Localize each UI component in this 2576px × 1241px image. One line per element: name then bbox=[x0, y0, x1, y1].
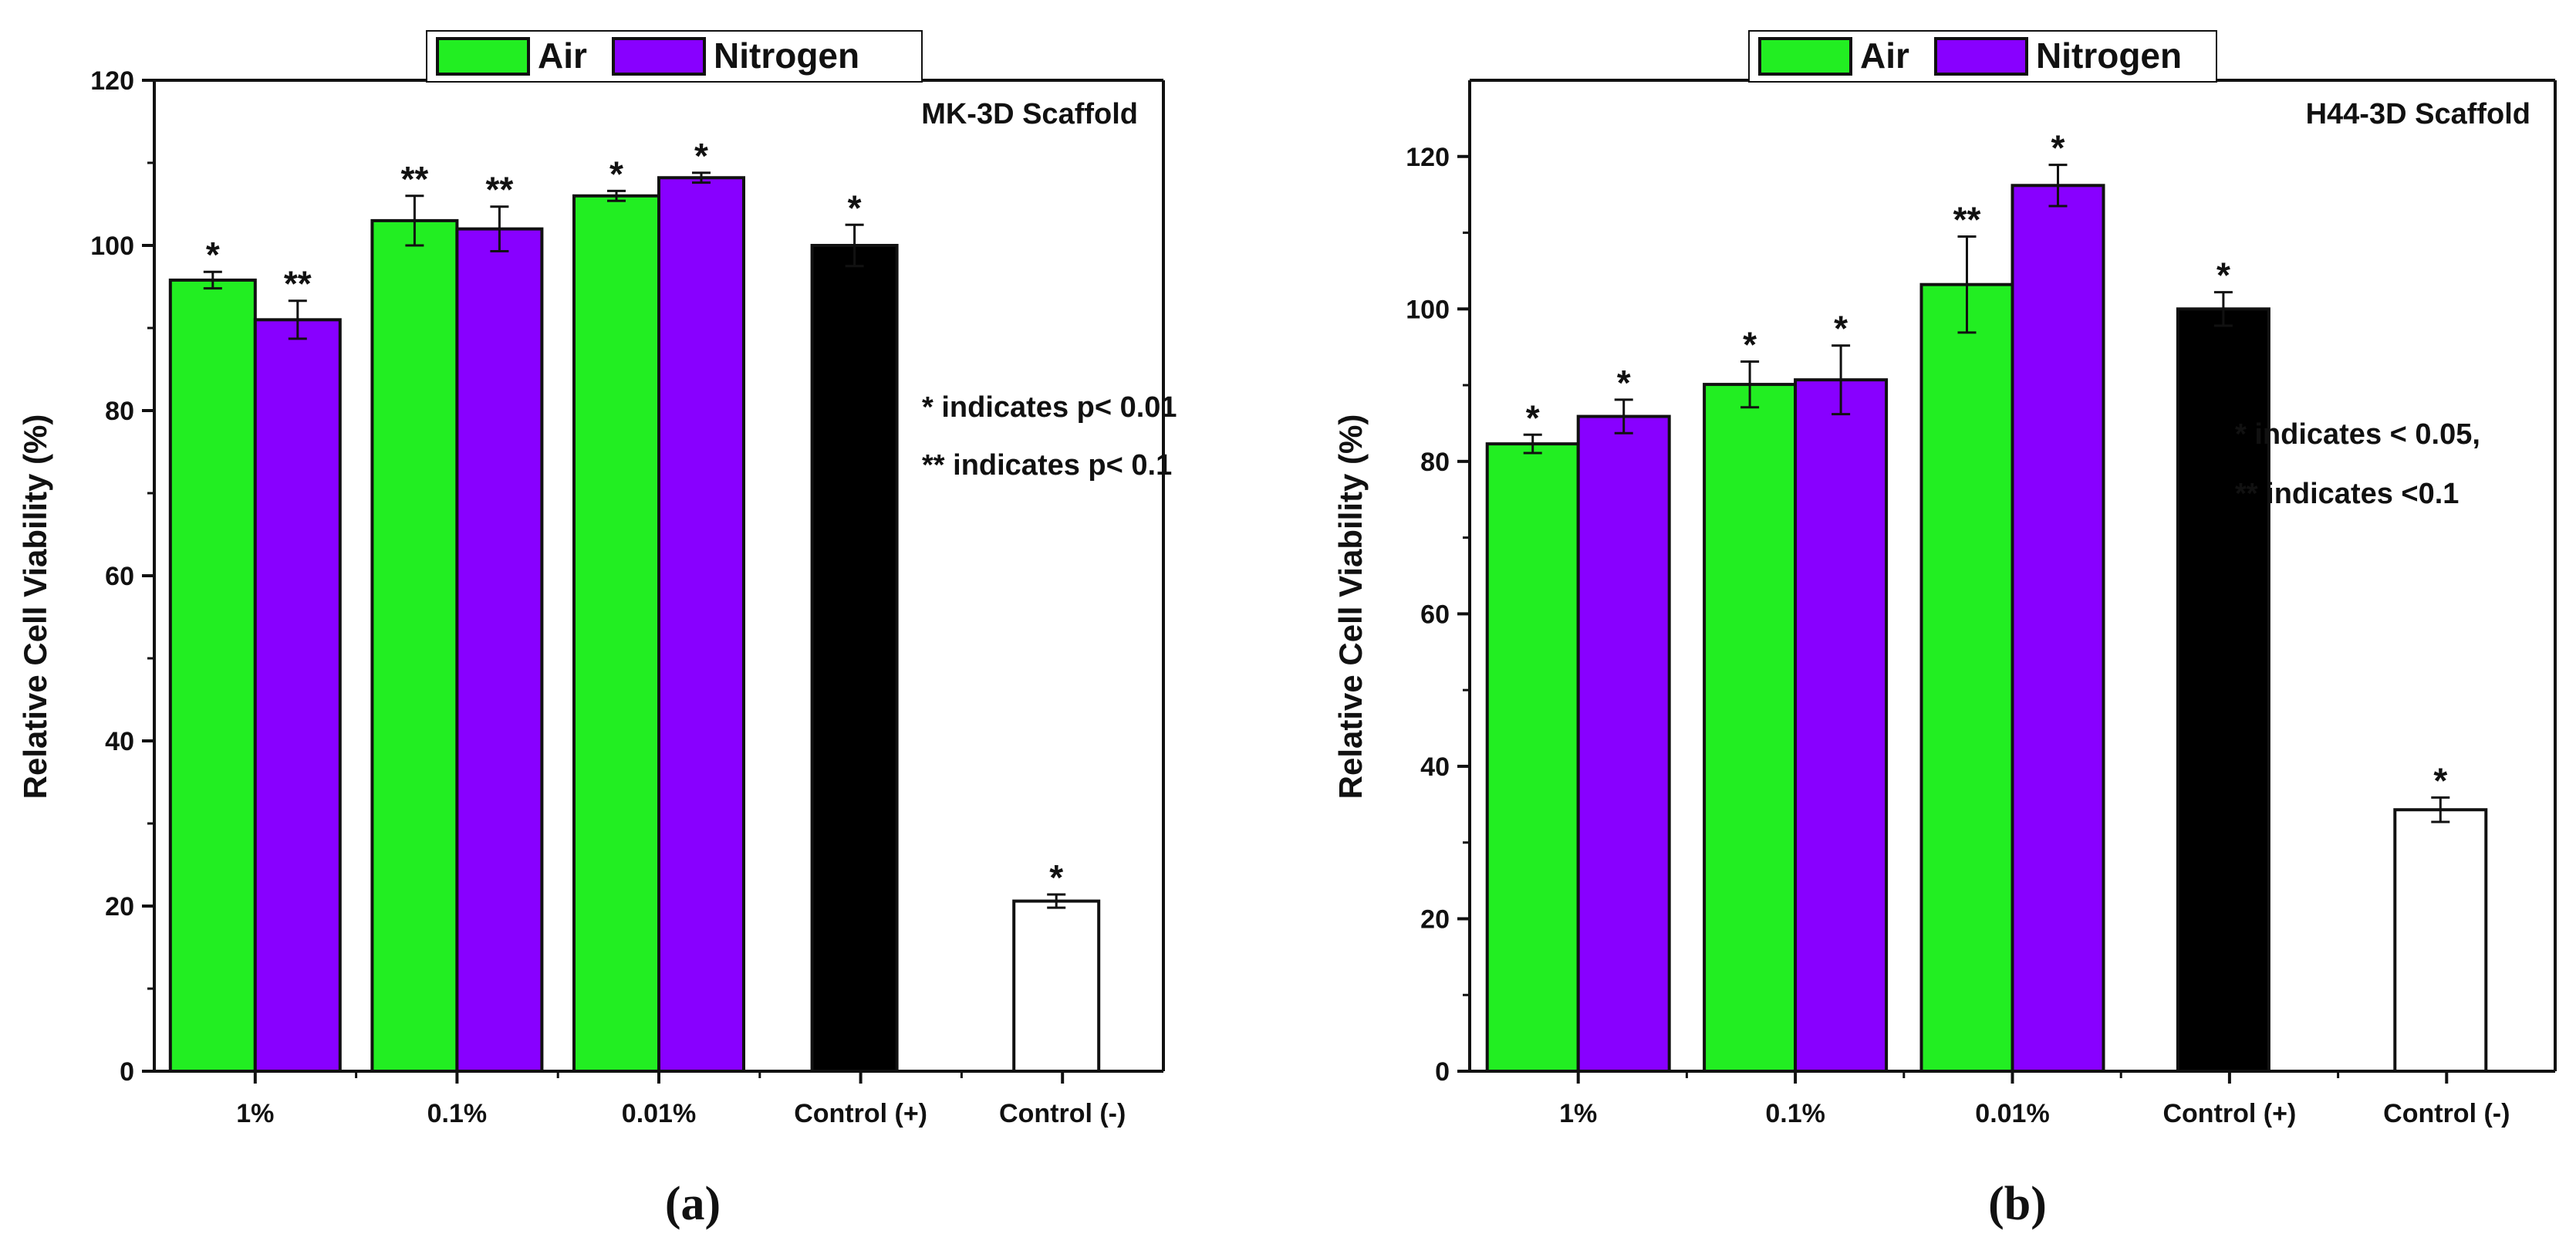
chart-panel-a: 0 20 40 60 80 100 120 Relative Cell Viability (… bbox=[17, 30, 1177, 1230]
significance-marker: * bbox=[609, 154, 623, 194]
significance-marker: ** bbox=[400, 159, 428, 199]
chart-panel-b: 0 20 40 60 80 100 120 Relative Cell Viability (… bbox=[1332, 30, 2557, 1230]
panel-label: (a) bbox=[665, 1178, 721, 1230]
significance-marker: ** bbox=[1953, 199, 1981, 239]
scaffold-label: MK-3D Scaffold bbox=[921, 98, 1138, 130]
y-tick-label: 80 bbox=[1420, 448, 1450, 477]
significance-marker: * bbox=[1049, 857, 1063, 898]
y-axis-label: Relative Cell Viability (%) bbox=[17, 414, 53, 800]
significance-marker: * bbox=[1834, 309, 1848, 349]
significance-note: * indicates p< 0.01 bbox=[922, 391, 1177, 424]
significance-marker: * bbox=[694, 136, 708, 176]
significance-marker: * bbox=[206, 235, 220, 275]
y-tick-label: 80 bbox=[105, 397, 134, 426]
significance-note: ** indicates p< 0.1 bbox=[922, 449, 1172, 482]
bar-control- bbox=[2393, 808, 2488, 1074]
bar-nitrogen bbox=[2010, 184, 2105, 1074]
legend-swatch-air bbox=[436, 37, 530, 76]
legend-swatch-nitrogen bbox=[612, 37, 706, 76]
legend-swatch-air bbox=[1758, 37, 1852, 76]
bar-nitrogen bbox=[455, 227, 544, 1074]
significance-marker: ** bbox=[284, 264, 312, 304]
x-tick-label: 0.1% bbox=[427, 1099, 488, 1128]
y-tick-label: 0 bbox=[1435, 1057, 1450, 1087]
significance-marker: * bbox=[2051, 128, 2065, 168]
x-tick-label: 0.01% bbox=[1975, 1099, 2049, 1128]
scaffold-label: H44-3D Scaffold bbox=[2306, 98, 2530, 130]
y-tick-label: 40 bbox=[1420, 752, 1450, 782]
significance-marker: * bbox=[1743, 324, 1757, 364]
significance-marker: * bbox=[848, 188, 862, 228]
significance-marker: * bbox=[2216, 255, 2230, 296]
significance-note: ** indicates <0.1 bbox=[2235, 478, 2459, 510]
bar-nitrogen bbox=[1576, 414, 1671, 1073]
legend-swatch-nitrogen bbox=[1934, 37, 2028, 76]
significance-marker: * bbox=[1617, 363, 1631, 403]
legend-label-nitrogen: Nitrogen bbox=[2036, 36, 2182, 76]
x-tick-label: Control (-) bbox=[2383, 1099, 2510, 1128]
y-tick-label: 40 bbox=[105, 727, 134, 756]
significance-marker: * bbox=[2433, 760, 2447, 800]
bar-air bbox=[1919, 282, 2014, 1073]
x-tick-label: 0.01% bbox=[622, 1099, 696, 1128]
bar-nitrogen bbox=[657, 176, 745, 1073]
y-tick-label: 60 bbox=[105, 562, 134, 591]
x-tick-label: 0.1% bbox=[1765, 1099, 1825, 1128]
y-tick-label: 60 bbox=[1420, 600, 1450, 629]
y-axis-label: Relative Cell Viability (%) bbox=[1332, 414, 1369, 800]
bar-air bbox=[1703, 383, 1798, 1073]
x-tick-label: Control (+) bbox=[794, 1099, 927, 1128]
significance-marker: ** bbox=[485, 170, 513, 210]
bar-control+ bbox=[810, 244, 899, 1073]
bar-air bbox=[1485, 442, 1580, 1073]
y-tick-label: 100 bbox=[90, 232, 134, 261]
legend-label-air: Air bbox=[1860, 36, 1909, 76]
y-tick-label: 0 bbox=[120, 1057, 134, 1087]
x-tick-label: 1% bbox=[1559, 1099, 1597, 1128]
x-tick-label: 1% bbox=[236, 1099, 274, 1128]
panel-label: (b) bbox=[1988, 1178, 2047, 1230]
y-tick-label: 120 bbox=[90, 66, 134, 96]
y-tick-label: 120 bbox=[1406, 143, 1450, 172]
significance-note: * indicates < 0.05, bbox=[2235, 418, 2480, 451]
bar-air bbox=[370, 218, 459, 1073]
bar-air bbox=[572, 194, 660, 1073]
y-tick-label: 20 bbox=[1420, 905, 1450, 934]
y-tick-label: 100 bbox=[1406, 295, 1450, 324]
significance-marker: * bbox=[1526, 397, 1540, 438]
y-tick-label: 20 bbox=[105, 892, 134, 921]
legend-label-air: Air bbox=[538, 36, 587, 76]
bar-nitrogen bbox=[253, 318, 342, 1073]
bar-control- bbox=[1012, 899, 1101, 1073]
bar-nitrogen bbox=[1794, 378, 1889, 1073]
x-tick-label: Control (+) bbox=[2162, 1099, 2296, 1128]
legend-label-nitrogen: Nitrogen bbox=[714, 36, 859, 76]
x-tick-label: Control (-) bbox=[999, 1099, 1126, 1128]
bar-air bbox=[168, 278, 257, 1074]
